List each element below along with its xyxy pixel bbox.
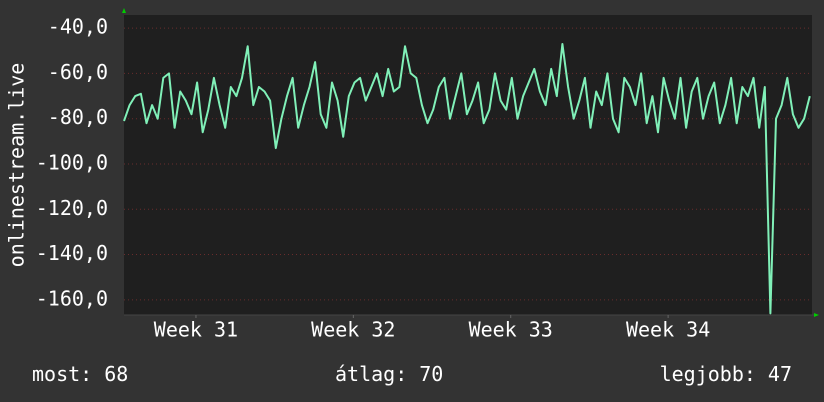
stat: átlag: 70 [335, 362, 443, 386]
data-line [123, 43, 811, 315]
y-tick-label: -40,0 [48, 15, 108, 39]
stat: most: 68 [32, 362, 128, 386]
stat-value: 70 [419, 362, 443, 386]
stat-value: 47 [768, 362, 792, 386]
axis-arrow [122, 8, 126, 13]
y-tick-label: -120,0 [36, 196, 108, 220]
axis-arrow [814, 313, 819, 317]
x-tick-label: Week 34 [626, 318, 710, 342]
y-tick-label: -140,0 [36, 241, 108, 265]
y-tick-label: -60,0 [48, 60, 108, 84]
stat-label: most: [32, 362, 92, 386]
stat-value: 68 [104, 362, 128, 386]
y-axis-title: onlinestream.live [5, 63, 29, 268]
x-tick-label: Week 33 [469, 318, 553, 342]
stat: legjobb: 47 [660, 362, 792, 386]
plot [123, 27, 812, 315]
x-tick-label: Week 31 [154, 318, 238, 342]
stat-label: legjobb: [660, 362, 756, 386]
stat-label: átlag: [335, 362, 407, 386]
plot-area [124, 15, 812, 315]
y-tick-label: -100,0 [36, 150, 108, 174]
y-tick-label: -160,0 [36, 286, 108, 310]
x-tick-label: Week 32 [311, 318, 395, 342]
y-tick-label: -80,0 [48, 105, 108, 129]
